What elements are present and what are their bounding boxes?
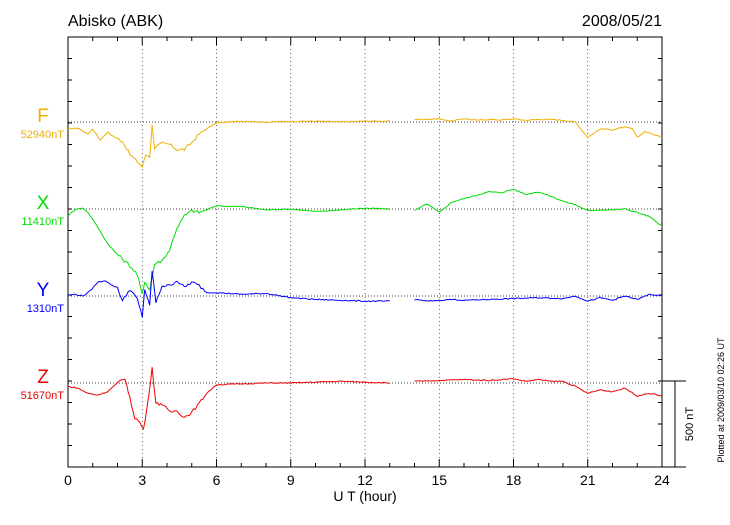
scale-bar: 500 nT <box>662 380 696 468</box>
x-tick-labels: 0 3 6 9 12 15 18 21 24 <box>64 472 670 488</box>
series-name-y: Y <box>37 280 50 301</box>
series-baseline-f: 52940nT <box>21 129 65 141</box>
series-lines <box>67 117 663 431</box>
x-tick-label: 3 <box>138 472 146 488</box>
series-line-z <box>67 367 663 431</box>
plotted-note: Plotted at 2009/03/10 02:26 UT <box>716 337 726 463</box>
series-name-f: F <box>37 106 49 127</box>
scale-bar-label: 500 nT <box>684 407 696 442</box>
series-line-y <box>67 270 663 318</box>
series-line-x <box>67 188 663 295</box>
x-tick-label: 6 <box>213 472 221 488</box>
series-baseline-x: 11410nT <box>21 216 64 228</box>
x-tick-label: 18 <box>506 472 522 488</box>
station-title: Abisko (ABK) <box>68 13 163 30</box>
x-tick-label: 0 <box>64 472 72 488</box>
series-baseline-y: 1310nT <box>27 303 65 315</box>
date-label: 2008/05/21 <box>582 13 662 30</box>
x-tick-label: 15 <box>431 472 447 488</box>
series-name-x: X <box>37 193 50 214</box>
series-name-z: Z <box>37 367 49 388</box>
x-tick-label: 21 <box>580 472 596 488</box>
series-line-f <box>67 117 663 169</box>
series-baseline-z: 51670nT <box>21 390 65 402</box>
vertical-gridlines <box>141 37 589 467</box>
x-axis-label: U T (hour) <box>333 488 396 504</box>
x-tick-label: 24 <box>654 472 670 488</box>
x-tick-label: 12 <box>357 472 373 488</box>
x-tick-label: 9 <box>287 472 295 488</box>
minor-ticks <box>67 36 663 468</box>
